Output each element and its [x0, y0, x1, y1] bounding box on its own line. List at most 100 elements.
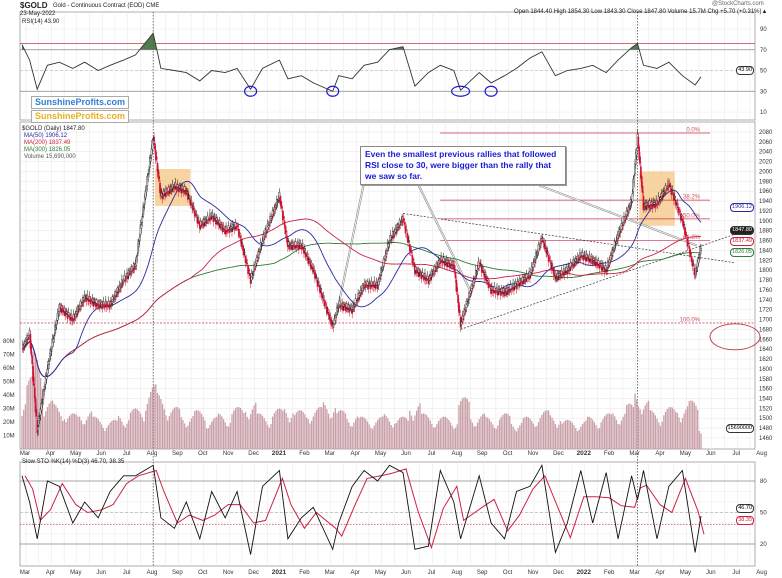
volume-tick: 20M [3, 420, 15, 426]
candle-body [657, 203, 659, 205]
candle-body [31, 355, 33, 365]
volume-bar [461, 398, 463, 449]
candle-body [127, 275, 129, 279]
volume-bar [671, 407, 673, 449]
volume-bar [55, 405, 57, 449]
volume-bar [517, 428, 519, 449]
sunshineprofits-logo-orange[interactable]: SunshineProfits.com [31, 110, 130, 123]
volume-bar [211, 421, 213, 449]
month-label: Jun [96, 451, 106, 457]
volume-bar [663, 415, 665, 449]
candle-body [310, 262, 313, 266]
volume-bar [395, 422, 397, 449]
volume-bar [375, 422, 377, 449]
candle-body [234, 222, 237, 228]
fib-label: 38.2% [683, 195, 701, 201]
candle-body [417, 268, 420, 273]
candle-body [353, 305, 356, 308]
volume-bar [444, 416, 447, 449]
volume-bar [571, 422, 574, 449]
candle-body [409, 247, 412, 252]
volume-tick: 70M [3, 353, 15, 359]
volume-bar [294, 415, 296, 449]
volume-bar [138, 411, 140, 449]
candle-body [306, 254, 309, 257]
volume-bar [63, 419, 66, 449]
candle-body [503, 292, 506, 296]
volume-bar [344, 413, 347, 449]
volume-bar [50, 401, 52, 449]
legend-ma50: MA(50) 1906.12 [24, 133, 68, 139]
volume-bar [544, 410, 546, 449]
candle-body [281, 205, 283, 209]
candle-body [338, 300, 341, 305]
candle-body [402, 219, 404, 223]
volume-bar [300, 410, 303, 449]
symbol: $GOLD [20, 1, 48, 10]
volume-bar [87, 416, 89, 449]
candle-body [610, 257, 613, 260]
candle-body [619, 231, 622, 234]
volume-bar [595, 425, 597, 449]
price-tick: 2040 [759, 150, 773, 156]
volume-bar [393, 423, 396, 449]
volume-bar [361, 416, 364, 449]
volume-bar [676, 413, 679, 449]
volume-bar [602, 418, 604, 449]
volume-bar [691, 400, 694, 449]
candle-body [461, 315, 464, 322]
candle-body [639, 156, 641, 163]
volume-bar [272, 416, 274, 449]
volume-bar [99, 421, 101, 449]
volume-bar [627, 403, 629, 449]
candle-body [673, 195, 676, 198]
volume-bar [31, 376, 33, 449]
candle-body [413, 262, 415, 267]
month-label: Jun [96, 570, 106, 576]
volume-bar [278, 408, 281, 449]
volume-tick: 80M [3, 339, 15, 345]
candle-body [317, 282, 320, 284]
close-tag: 1847.80 [730, 226, 754, 235]
volume-bar [471, 422, 474, 449]
volume-tick: 60M [3, 366, 15, 372]
candle-body [641, 186, 644, 193]
candle-body [403, 221, 406, 225]
candle-body [355, 302, 358, 304]
price-tick: 1520 [759, 406, 773, 412]
price-tick: 2060 [759, 140, 773, 146]
month-label: May [680, 451, 691, 457]
sunshineprofits-logo-blue[interactable]: SunshineProfits.com [31, 96, 130, 109]
candle-body [270, 216, 273, 219]
volume-bar [288, 422, 291, 449]
volume-bar [56, 408, 59, 449]
candle-body [164, 193, 166, 197]
candle-body [687, 242, 690, 245]
volume-bar [202, 416, 204, 449]
volume-tick: 10M [3, 434, 15, 440]
candle-body [177, 187, 180, 193]
volume-bar [109, 422, 111, 449]
candle-body [290, 243, 293, 246]
candle-body [147, 174, 149, 180]
candle-body [648, 200, 651, 206]
volume-bar [197, 410, 199, 449]
candle-body [453, 265, 456, 272]
volume-bar [77, 416, 79, 449]
volume-bar [402, 416, 404, 449]
volume-bar [485, 416, 487, 449]
candle-body [626, 213, 629, 217]
candle-body [291, 245, 293, 250]
candle-body [326, 306, 328, 314]
candle-body [153, 136, 155, 142]
month-label: Jun [401, 451, 411, 457]
month-label: May [375, 451, 386, 457]
volume-bar [453, 429, 455, 449]
volume-bar [314, 412, 316, 449]
candle-body [248, 273, 251, 277]
month-label: Feb [299, 570, 310, 576]
sto-d-tag: 38.35 [736, 516, 754, 525]
month-label: Oct [198, 570, 208, 576]
candle-body [223, 228, 226, 230]
